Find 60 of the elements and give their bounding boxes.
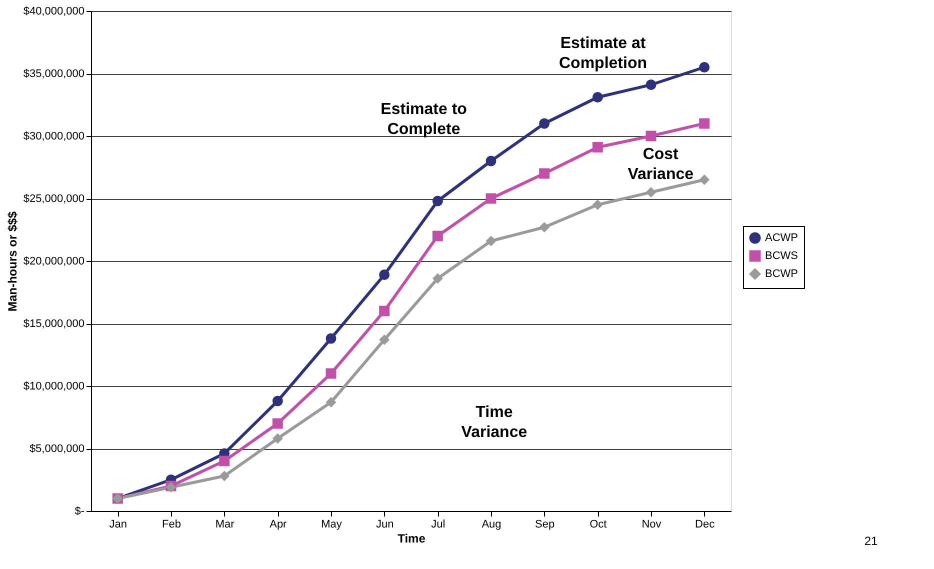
point (539, 168, 550, 179)
point (219, 456, 230, 466)
point (272, 433, 283, 444)
point (699, 62, 710, 72)
x-tick-label: Jan (109, 518, 128, 530)
point (539, 222, 550, 232)
legend-label: BCWP (765, 268, 798, 280)
x-tick-label: Apr (270, 518, 288, 530)
x-tick-label: Nov (642, 518, 662, 530)
x-tick-label: Feb (162, 518, 181, 530)
annotation: Cost Variance (628, 146, 694, 183)
y-tick-label: $40,000,000 (23, 6, 84, 18)
point (326, 333, 336, 344)
point (432, 196, 443, 206)
point (272, 418, 283, 429)
y-tick-label: $- (74, 506, 85, 518)
point (379, 334, 390, 345)
y-tick-label: $10,000,000 (23, 380, 84, 392)
point (486, 156, 496, 166)
x-tick-label: Sep (535, 518, 555, 530)
x-tick-label: Jun (376, 518, 394, 530)
x-tick-label: Mar (215, 518, 235, 530)
point (272, 396, 283, 406)
y-tick-label: $35,000,000 (23, 68, 84, 80)
point (699, 118, 710, 129)
point (326, 397, 336, 408)
legend-label: BCWS (765, 250, 798, 262)
point (699, 174, 710, 185)
annotation: Estimate at Completion (559, 35, 647, 72)
y-tick-label: $20,000,000 (23, 256, 84, 268)
y-tick-label: $25,000,000 (23, 193, 84, 205)
x-tick-label: May (321, 518, 342, 530)
point (486, 193, 496, 204)
y-tick-label: $5,000,000 (29, 443, 84, 455)
annotation: Time Variance (461, 404, 528, 441)
point (379, 306, 390, 316)
x-tick-label: Oct (590, 518, 607, 530)
point (592, 92, 603, 102)
point (219, 470, 230, 482)
point (646, 130, 656, 142)
legend-label: ACWP (765, 232, 798, 244)
point (539, 118, 550, 129)
x-axis-title: Time (398, 532, 426, 546)
point (432, 273, 443, 284)
point (592, 142, 603, 152)
text: 21 (864, 534, 878, 548)
x-tick-label: Aug (482, 518, 502, 530)
annotation: Estimate to Complete (380, 101, 468, 138)
point (379, 270, 390, 280)
point (326, 368, 336, 379)
point (646, 187, 656, 198)
point (486, 236, 496, 246)
x-tick-label: Dec (695, 518, 716, 530)
y-tick-label: $15,000,000 (23, 318, 84, 330)
point (432, 230, 443, 242)
x-tick-label: Jul (431, 518, 446, 530)
y-tick-label: $30,000,000 (23, 130, 84, 142)
point (592, 200, 603, 210)
y-axis-title: Man-hours or $$$ (5, 211, 20, 312)
point (646, 80, 656, 90)
